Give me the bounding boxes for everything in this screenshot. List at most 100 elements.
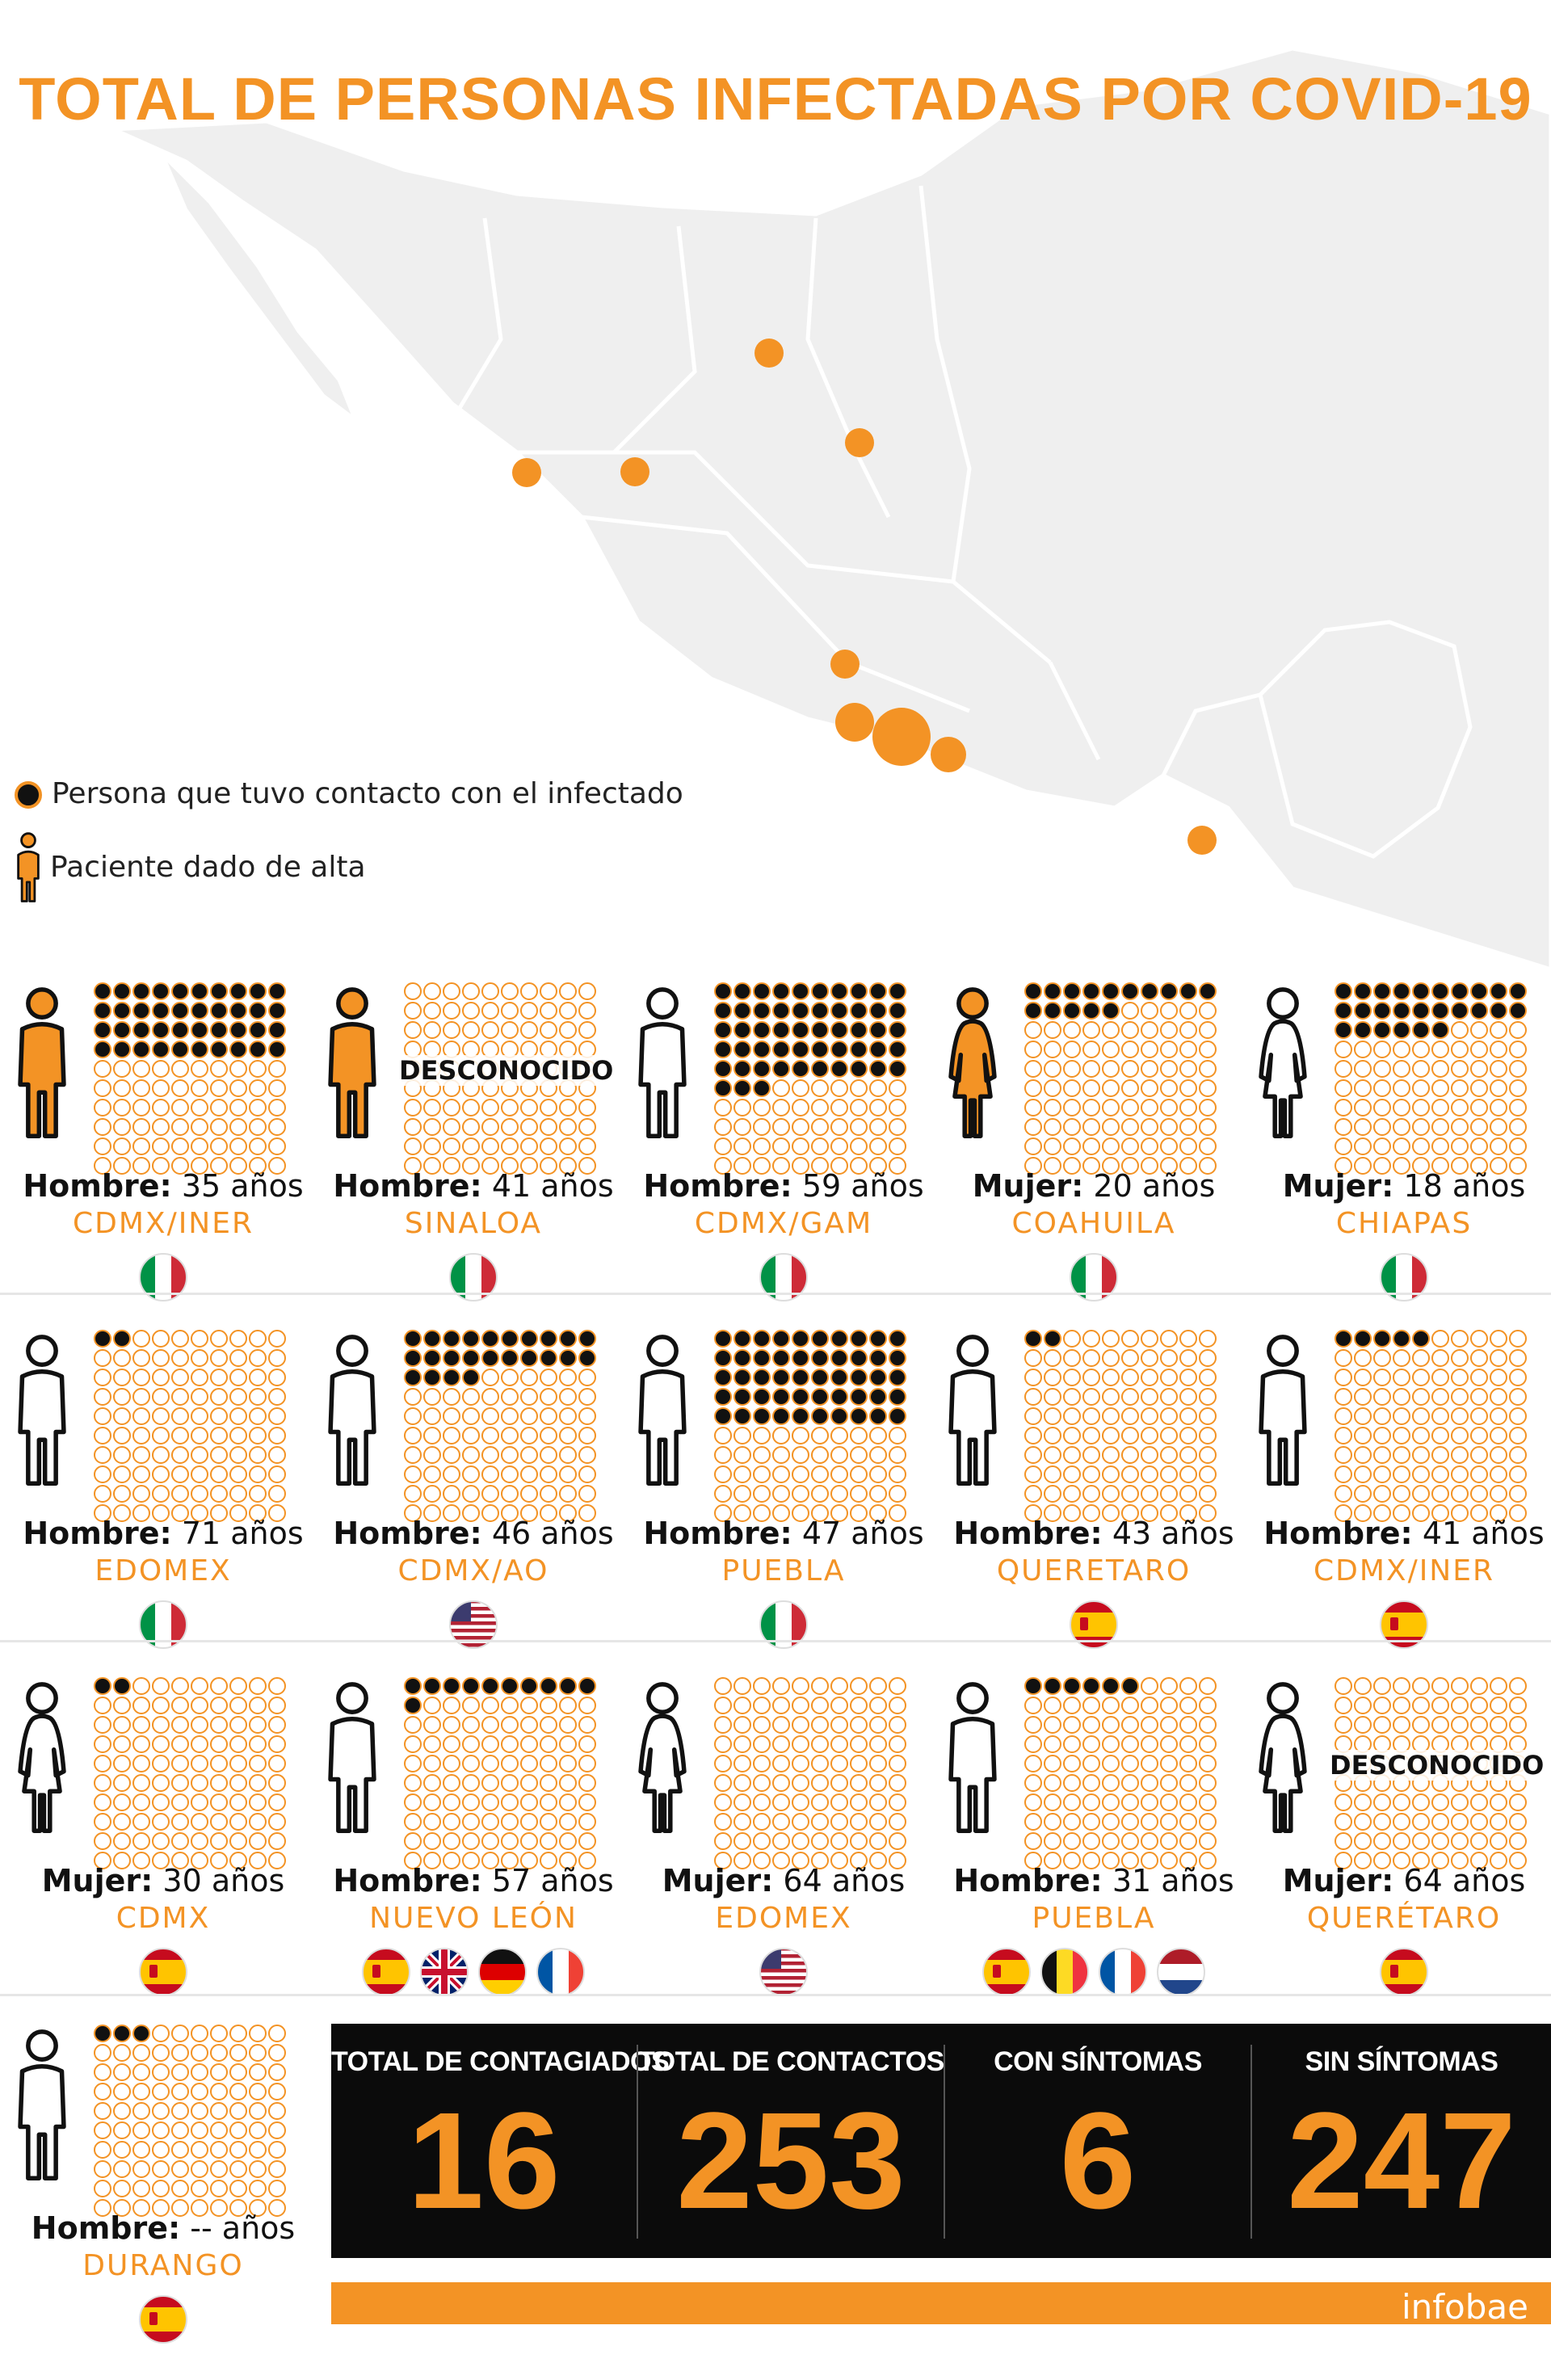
- contact-dot: [792, 1407, 809, 1425]
- patient-location: COAHUILA: [1011, 1207, 1176, 1240]
- empty-dot: [1335, 1079, 1352, 1097]
- empty-dot: [889, 1427, 906, 1444]
- empty-dot: [1451, 1137, 1469, 1155]
- empty-dot: [268, 2102, 286, 2120]
- empty-dot: [423, 1137, 441, 1155]
- patient-description: Hombre: 71 años: [8, 1516, 318, 1551]
- empty-dot: [171, 1060, 189, 1078]
- empty-dot: [462, 1735, 480, 1753]
- empty-dot: [578, 1697, 596, 1714]
- empty-dot: [501, 1813, 519, 1831]
- empty-dot: [501, 982, 519, 1000]
- empty-dot: [1509, 1369, 1527, 1386]
- contact-dot: [811, 1369, 829, 1386]
- empty-dot: [191, 1137, 208, 1155]
- patient-sex: Hombre:: [1263, 1516, 1413, 1551]
- empty-dot: [1199, 1504, 1217, 1522]
- empty-dot: [132, 1755, 150, 1772]
- empty-dot: [1451, 1813, 1469, 1831]
- empty-dot: [249, 1485, 267, 1503]
- empty-dot: [1179, 1099, 1197, 1116]
- empty-dot: [1024, 1041, 1042, 1058]
- empty-dot: [1199, 1330, 1217, 1348]
- contact-dot: [772, 1349, 790, 1367]
- empty-dot: [481, 1485, 499, 1503]
- patient-age: 59 años: [801, 1168, 924, 1204]
- contact-dot: [850, 1021, 868, 1039]
- empty-dot: [268, 1349, 286, 1367]
- empty-dot: [113, 1735, 131, 1753]
- empty-dot: [152, 1465, 170, 1483]
- empty-dot: [1121, 1349, 1139, 1367]
- patient-sex: Mujer:: [1282, 1168, 1394, 1204]
- patient-description: Mujer: 64 años: [1249, 1863, 1551, 1899]
- contact-dot: [191, 1002, 208, 1020]
- empty-dot: [1199, 1852, 1217, 1869]
- empty-dot: [1082, 1504, 1100, 1522]
- empty-dot: [94, 2160, 111, 2178]
- empty-dot: [869, 1157, 887, 1175]
- empty-dot: [423, 1118, 441, 1136]
- empty-dot: [171, 1099, 189, 1116]
- empty-dot: [152, 1774, 170, 1792]
- empty-dot: [1044, 1060, 1061, 1078]
- empty-dot: [481, 1755, 499, 1772]
- empty-dot: [733, 1852, 751, 1869]
- empty-dot: [811, 1504, 829, 1522]
- empty-dot: [1354, 1041, 1372, 1058]
- contact-dot: [540, 1330, 557, 1348]
- empty-dot: [1044, 1446, 1061, 1464]
- empty-dot: [481, 1369, 499, 1386]
- contact-dot: [850, 1041, 868, 1058]
- empty-dot: [772, 1697, 790, 1714]
- contact-dot: [132, 982, 150, 1000]
- empty-dot: [1412, 1427, 1430, 1444]
- empty-dot: [1354, 1852, 1372, 1869]
- empty-dot: [191, 1697, 208, 1714]
- contact-dot: [462, 1330, 480, 1348]
- empty-dot: [733, 1755, 751, 1772]
- empty-dot: [850, 1137, 868, 1155]
- empty-dot: [830, 1832, 848, 1850]
- empty-dot: [811, 1716, 829, 1734]
- contact-dot: [423, 1349, 441, 1367]
- empty-dot: [132, 1118, 150, 1136]
- contact-dot: [404, 1330, 422, 1348]
- empty-dot: [811, 1735, 829, 1753]
- empty-dot: [520, 1157, 538, 1175]
- empty-dot: [501, 1697, 519, 1714]
- empty-dot: [1490, 1446, 1507, 1464]
- empty-dot: [1102, 1465, 1120, 1483]
- empty-dot: [714, 1137, 732, 1155]
- empty-dot: [1373, 1118, 1391, 1136]
- empty-dot: [1141, 1349, 1158, 1367]
- empty-dot: [559, 1388, 577, 1406]
- empty-dot: [1199, 1427, 1217, 1444]
- empty-dot: [540, 1427, 557, 1444]
- empty-dot: [889, 1504, 906, 1522]
- empty-dot: [249, 1793, 267, 1811]
- empty-dot: [869, 1465, 887, 1483]
- empty-dot: [268, 1793, 286, 1811]
- contacts-grid: [404, 1677, 596, 1869]
- empty-dot: [889, 1793, 906, 1811]
- empty-dot: [559, 1446, 577, 1464]
- patient-description: Hombre: 46 años: [318, 1516, 628, 1551]
- contact-dot: [443, 1349, 460, 1367]
- empty-dot: [132, 1485, 150, 1503]
- empty-dot: [1373, 1369, 1391, 1386]
- empty-dot: [268, 2063, 286, 2081]
- empty-dot: [772, 1832, 790, 1850]
- empty-dot: [1121, 1755, 1139, 1772]
- flag-italy-icon: [1070, 1253, 1118, 1301]
- patient-location: SINALOA: [404, 1207, 543, 1240]
- empty-dot: [152, 1697, 170, 1714]
- empty-dot: [578, 982, 596, 1000]
- contact-dot: [772, 1330, 790, 1348]
- empty-dot: [1490, 1021, 1507, 1039]
- empty-dot: [1063, 1349, 1081, 1367]
- marker-chiapas: [1187, 826, 1217, 855]
- empty-dot: [1044, 1504, 1061, 1522]
- empty-dot: [753, 1735, 771, 1753]
- flag-usa-icon: [759, 1948, 808, 1996]
